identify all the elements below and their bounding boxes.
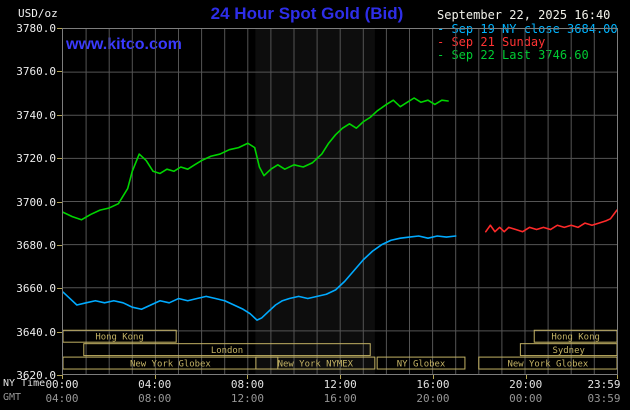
session-box [376,356,466,370]
legend-label: Sep 21 Sunday [451,35,546,49]
chart-title: 24 Hour Spot Gold (Bid) [210,4,404,23]
y-axis-tick-label: 3720.0 [16,152,56,166]
x-axis-tick-label-gmt: 04:00 [45,392,79,405]
y-axis-tick-label: 3680.0 [16,238,56,252]
y-axis-tick-label: 3780.0 [16,22,56,35]
y-axis-tick [57,288,62,290]
x-axis-tick [247,375,249,379]
x-axis-tick-label-gmt: 00:00 [509,392,543,405]
report-datetime: September 22, 2025 16:40 [437,8,611,22]
session-label: New York Globex [507,360,588,370]
x-axis-tick-label-gmt: 12:00 [230,392,265,405]
legend: Sep 19 NY close 3684.00 Sep 21 Sunday Se… [437,22,618,62]
y-axis-tick-label: 3660.0 [16,282,56,296]
x-axis-tick [432,375,434,379]
x-axis-tick-label-ny: 00:00 [45,378,79,391]
x-axis-tick [62,375,63,379]
y-axis-tick [57,331,62,333]
y-axis-tick [57,114,62,116]
y-axis-units-label: USD/oz [18,7,58,20]
x-axis-tick-label-gmt: 16:00 [323,392,357,405]
x-axis-tick-label-gmt: 20:00 [416,392,450,405]
y-axis-tick-label: 3700.0 [16,195,56,209]
x-axis-tick [525,375,527,379]
session-label: Hong Kong [95,333,143,343]
legend-item-sep21: Sep 21 Sunday [437,36,618,49]
x-axis-tick-label-gmt: 03:59 [587,392,621,405]
session-box [63,356,279,370]
session-box [83,343,371,357]
session-label: NY Globex [397,360,446,370]
y-axis-tick-label: 3760.0 [16,65,56,79]
session-box [478,356,617,370]
session-label: New York NYMEX [278,360,354,370]
x-axis-tick-label-ny: 16:00 [416,378,450,391]
x-axis-row2-label: GMT [3,392,22,403]
plot-area: Hong Kong Hong Kong London Sydney New York G… [62,28,618,375]
legend-item-sep19: Sep 19 NY close 3684.00 [437,22,618,36]
x-axis-tick [617,375,618,379]
session-label: London [211,346,243,356]
x-axis-tick [154,375,156,379]
x-axis-tick-label-gmt: 08:00 [138,392,172,405]
series-sep-19-ny-close [63,235,457,321]
session-box [63,329,177,343]
x-axis-tick-label-ny: 12:00 [323,378,357,391]
x-axis-tick-label-ny: 04:00 [138,378,172,391]
session-label: Hong Kong [551,333,599,343]
x-axis-tick [340,375,342,379]
x-axis-tick-label-ny: 23:59 [587,378,621,391]
session-label: New York Globex [130,360,211,370]
session-box [533,329,617,343]
y-axis-tick-label: 3640.0 [16,325,56,339]
session-label: Sydney [553,346,586,356]
y-axis-tick-label: 3740.0 [16,108,56,122]
session-box [519,343,617,357]
y-axis-tick [57,28,62,29]
y-axis-tick [57,71,62,73]
x-axis-row1-label: NY Time [3,378,46,389]
y-axis-tick [57,201,62,203]
session-box [255,356,376,370]
chart-canvas: Hong Kong Hong Kong London Sydney New York G… [63,29,617,374]
x-axis-tick-label-ny: 20:00 [509,378,543,391]
series-sep-22-last [63,97,449,221]
legend-label: Sep 22 Last 3746.60 [451,48,589,62]
legend-label: Sep 19 NY close 3684.00 [451,22,618,36]
y-axis-tick-label: 3620.0 [16,369,56,382]
y-axis-tick [57,244,62,246]
x-axis-tick-label-ny: 08:00 [230,378,265,391]
series-sep-21-sunday [484,209,617,233]
legend-item-sep22: Sep 22 Last 3746.60 [437,49,618,62]
kitco-watermark-link[interactable]: www.kitco.com [66,36,182,53]
y-axis-tick [57,375,62,376]
y-axis-tick [57,158,62,160]
